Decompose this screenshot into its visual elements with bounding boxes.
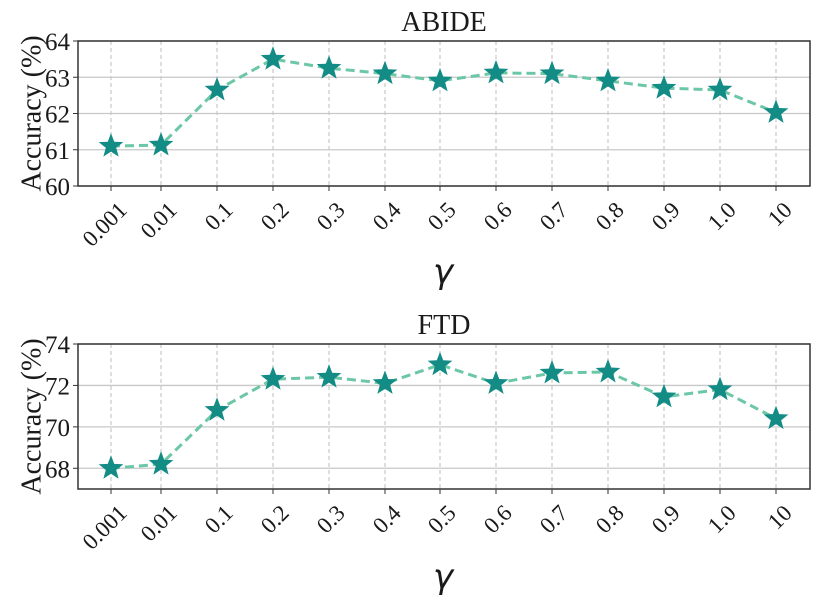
star-marker-icon bbox=[707, 376, 733, 401]
axes-frame bbox=[77, 343, 811, 490]
star-marker-icon bbox=[427, 351, 453, 376]
star-marker-icon bbox=[148, 132, 174, 156]
x-tick-label: 0.9 bbox=[647, 197, 685, 235]
x-tick-label: 0.1 bbox=[200, 197, 238, 235]
star-marker-icon bbox=[204, 76, 230, 101]
y-tick-label: 62 bbox=[45, 102, 70, 129]
x-tick-label: 0.1 bbox=[200, 500, 238, 538]
star-marker-icon bbox=[763, 99, 789, 123]
y-tick-label: 60 bbox=[45, 174, 70, 201]
star-marker-icon bbox=[148, 451, 174, 475]
x-tick-label: 0.001 bbox=[78, 197, 132, 251]
star-marker-icon bbox=[539, 360, 565, 384]
x-tick-label: 0.2 bbox=[256, 500, 294, 538]
x-tick-label: 0.01 bbox=[136, 500, 182, 546]
x-tick-label: 0.7 bbox=[535, 197, 573, 235]
star-marker-icon bbox=[651, 383, 677, 408]
chart-title: ABIDE bbox=[401, 7, 487, 38]
y-tick-label: 61 bbox=[45, 138, 70, 165]
y-tick-label: 64 bbox=[45, 29, 71, 56]
chart-title: FTD bbox=[418, 310, 471, 341]
x-tick-label: 1.0 bbox=[703, 500, 741, 538]
x-tick-label: 0.001 bbox=[78, 500, 132, 554]
x-tick-label: 0.3 bbox=[312, 197, 350, 235]
star-marker-icon bbox=[372, 370, 398, 394]
x-tick-label: 0.01 bbox=[136, 197, 182, 243]
x-tick-label: 0.5 bbox=[423, 197, 461, 235]
x-tick-label: 0.6 bbox=[479, 500, 517, 538]
y-tick-label: 63 bbox=[45, 65, 70, 92]
star-marker-icon bbox=[260, 46, 286, 70]
y-tick-label: 72 bbox=[45, 373, 70, 400]
star-marker-icon bbox=[316, 364, 342, 388]
x-tick-label: 0.7 bbox=[535, 500, 573, 538]
y-axis-label: Accuracy (%) bbox=[16, 35, 47, 191]
star-marker-icon bbox=[539, 60, 565, 85]
x-tick-label: 10 bbox=[763, 500, 797, 534]
x-tick-label: 0.4 bbox=[368, 197, 406, 235]
series-line bbox=[110, 57, 777, 148]
x-axis-label: γ bbox=[433, 557, 455, 597]
star-marker-icon bbox=[98, 455, 124, 479]
x-tick-label: 0.5 bbox=[423, 500, 461, 538]
star-marker-icon bbox=[595, 358, 621, 383]
star-marker-icon bbox=[595, 67, 621, 92]
y-axis-label: Accuracy (%) bbox=[16, 338, 47, 494]
star-marker-icon bbox=[260, 366, 286, 390]
star-marker-icon bbox=[204, 397, 230, 421]
x-tick-label: 0.4 bbox=[368, 500, 406, 538]
star-marker-icon bbox=[763, 405, 789, 430]
x-tick-label: 0.2 bbox=[256, 197, 294, 235]
axes-frame bbox=[77, 40, 811, 187]
star-marker-icon bbox=[372, 60, 398, 85]
x-tick-label: 0.6 bbox=[479, 197, 517, 235]
x-tick-label: 0.9 bbox=[647, 500, 685, 538]
x-axis-label: γ bbox=[433, 252, 455, 292]
star-marker-icon bbox=[316, 55, 342, 79]
y-tick-label: 68 bbox=[45, 456, 70, 483]
y-tick-label: 70 bbox=[45, 415, 70, 442]
star-marker-icon bbox=[483, 370, 509, 394]
star-marker-icon bbox=[427, 67, 453, 92]
star-marker-icon bbox=[651, 75, 677, 99]
ftd-chart-panel: 68 70 72 74 0.001 0.01 0.1 0.2 0.3 0.4 0.5 0.6 0.7 0.… bbox=[16, 310, 811, 597]
x-tick-label: 0.3 bbox=[312, 500, 350, 538]
star-marker-icon bbox=[98, 133, 124, 157]
x-tick-label: 1.0 bbox=[703, 197, 741, 235]
star-marker-icon bbox=[483, 59, 509, 84]
star-marker-icon bbox=[707, 76, 733, 101]
x-tick-label: 10 bbox=[763, 197, 797, 231]
x-tick-label: 0.8 bbox=[591, 500, 629, 538]
abide-chart-panel: 60 61 62 63 64 0.001 0.01 0.1 0.2 0.3 0.4 0.5 0.6 0.7… bbox=[16, 7, 811, 292]
y-tick-label: 74 bbox=[45, 332, 71, 359]
x-tick-label: 0.8 bbox=[591, 197, 629, 235]
